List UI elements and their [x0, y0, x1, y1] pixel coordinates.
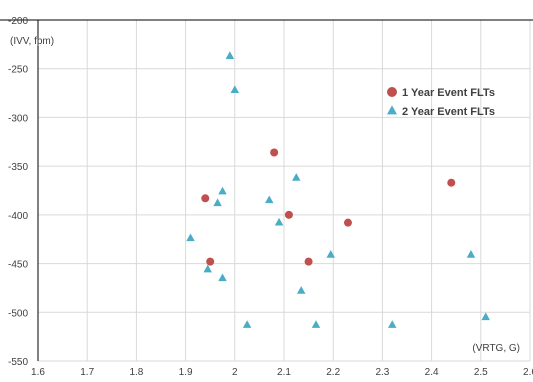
x-tick-label: 2.1: [277, 367, 291, 378]
point-2-year-event: [186, 233, 195, 241]
x-tick-label: 2: [232, 367, 238, 378]
legend-label-1-year: 1 Year Event FLTs: [402, 87, 495, 99]
point-2-year-event: [226, 51, 235, 59]
legend-triangle-marker: [387, 105, 397, 114]
point-1-year-event: [270, 149, 278, 157]
point-2-year-event: [218, 187, 227, 195]
point-1-year-event: [285, 211, 293, 219]
y-tick-label: -550: [8, 357, 28, 368]
axes: [0, 20, 533, 361]
x-tick-label: 2.6: [523, 367, 533, 378]
x-tick-label: 1.9: [179, 367, 193, 378]
point-2-year-event: [203, 265, 212, 273]
point-1-year-event: [201, 194, 209, 202]
point-2-year-event: [388, 320, 397, 328]
point-2-year-event: [312, 320, 321, 328]
point-2-year-event: [218, 273, 227, 281]
y-tick-label: -250: [8, 65, 28, 76]
x-tick-label: 2.4: [425, 367, 439, 378]
point-1-year-event: [344, 219, 352, 227]
x-tick-label: 1.8: [129, 367, 143, 378]
y-tick-label: -350: [8, 162, 28, 173]
x-tick-label: 2.3: [375, 367, 389, 378]
point-2-year-event: [326, 250, 335, 258]
point-1-year-event: [206, 258, 214, 266]
point-2-year-event: [467, 250, 476, 258]
legend: 1 Year Event FLTs 2 Year Event FLTs: [387, 87, 495, 118]
x-tick-label: 2.5: [474, 367, 488, 378]
legend-label-2-year: 2 Year Event FLTs: [402, 106, 495, 118]
point-2-year-event: [292, 173, 301, 181]
y-tick-label: -500: [8, 308, 28, 319]
y-tick-label: -200: [8, 16, 28, 27]
x-axis-title: (VRTG, G): [472, 343, 520, 354]
point-2-year-event: [231, 85, 240, 93]
x-tick-label: 1.6: [31, 367, 45, 378]
x-tick-label: 2.2: [326, 367, 340, 378]
point-2-year-event: [481, 312, 490, 320]
x-tick-label: 1.7: [80, 367, 94, 378]
legend-item-1-year: 1 Year Event FLTs: [387, 87, 495, 99]
y-tick-label: -400: [8, 211, 28, 222]
point-2-year-event: [243, 320, 252, 328]
grid: [38, 20, 530, 361]
point-2-year-event: [297, 286, 306, 294]
point-1-year-event: [305, 258, 313, 266]
point-2-year-event: [265, 195, 274, 203]
point-2-year-event: [275, 218, 284, 226]
legend-item-2-year: 2 Year Event FLTs: [387, 105, 495, 118]
point-1-year-event: [447, 179, 455, 187]
y-tick-label: -450: [8, 260, 28, 271]
y-axis-title: (IVV, fpm): [10, 36, 54, 47]
legend-circle-marker: [387, 87, 397, 97]
y-tick-label: -300: [8, 113, 28, 124]
point-2-year-event: [213, 198, 222, 206]
